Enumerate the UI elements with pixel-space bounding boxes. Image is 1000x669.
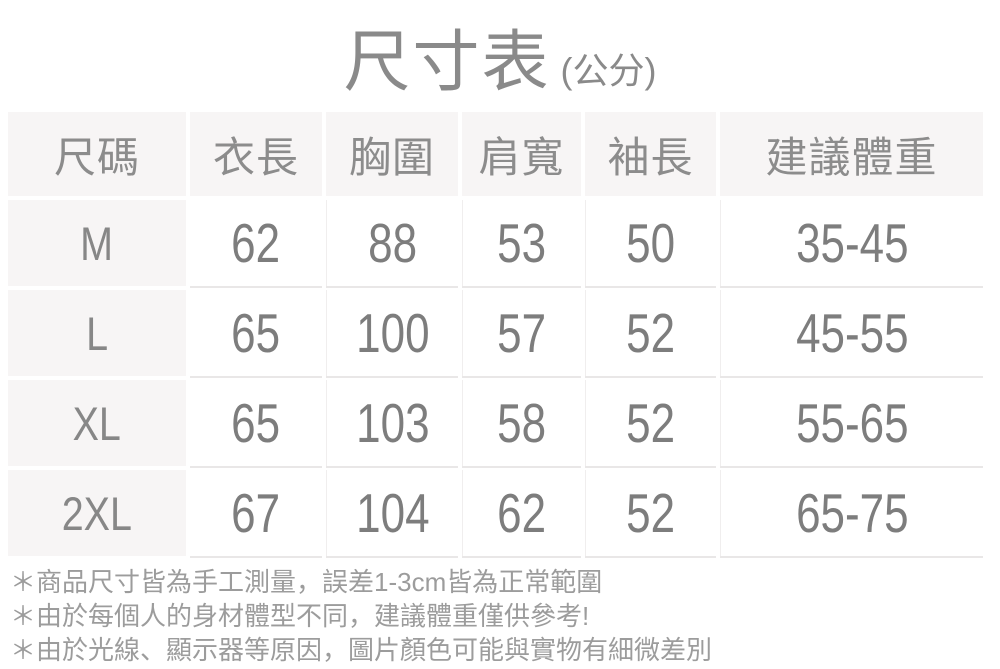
cell-text: 57 xyxy=(497,302,547,364)
page-title: 尺寸表 (公分) xyxy=(0,0,1000,105)
header-suggested-weight: 建議體重 xyxy=(720,112,983,196)
row-2xl-garment-length: 67 xyxy=(190,470,322,556)
row-m-garment-length: 62 xyxy=(190,200,322,286)
header-chest: 胸圍 xyxy=(326,112,458,196)
header-garment-length: 衣長 xyxy=(190,112,322,196)
row-xl-shoulder-width: 58 xyxy=(462,380,581,466)
row-xl-size-label: XL xyxy=(8,380,186,466)
row-xl-sleeve-length: 52 xyxy=(585,380,716,466)
row-l-chest: 100 xyxy=(326,290,458,376)
row-2xl-sleeve-length: 52 xyxy=(585,470,716,556)
row-2xl-size-label: 2XL xyxy=(8,470,186,556)
cell-text: 52 xyxy=(626,302,676,364)
cell-text: 62 xyxy=(231,212,281,274)
cell-text: L xyxy=(86,306,108,360)
size-chart-table: 尺碼 衣長 胸圍 肩寬 袖長 建議體重 M 62 88 53 50 35-45 … xyxy=(8,112,983,556)
header-text: 肩寬 xyxy=(478,133,565,181)
cell-text: 62 xyxy=(497,482,547,544)
row-m-size-label: M xyxy=(8,200,186,286)
row-m-sleeve-length: 50 xyxy=(585,200,716,286)
cell-text: 100 xyxy=(355,302,430,364)
header-sleeve-length: 袖長 xyxy=(585,112,716,196)
header-text: 衣長 xyxy=(212,133,299,181)
row-l-sleeve-length: 52 xyxy=(585,290,716,376)
header-text: 胸圍 xyxy=(348,133,435,181)
row-l-shoulder-width: 57 xyxy=(462,290,581,376)
row-m-shoulder-width: 53 xyxy=(462,200,581,286)
cell-text: 2XL xyxy=(61,486,133,540)
cell-text: 88 xyxy=(368,212,417,274)
row-2xl-suggested-weight: 65-75 xyxy=(720,470,983,556)
header-size: 尺碼 xyxy=(8,112,186,196)
row-xl-suggested-weight: 55-65 xyxy=(720,380,983,466)
cell-text: 67 xyxy=(231,482,281,544)
title-text: 尺寸表 xyxy=(343,25,551,100)
row-l-size-label: L xyxy=(8,290,186,376)
header-shoulder-width: 肩寬 xyxy=(462,112,581,196)
header-text: 袖長 xyxy=(607,133,694,181)
row-2xl-chest: 104 xyxy=(326,470,458,556)
cell-text: 103 xyxy=(355,392,430,454)
row-l-suggested-weight: 45-55 xyxy=(720,290,983,376)
cell-text: 65 xyxy=(231,302,281,364)
cell-text: 104 xyxy=(355,482,430,544)
row-xl-garment-length: 65 xyxy=(190,380,322,466)
note-color-difference: ＊由於光線、顯示器等原因，圖片顏色可能與實物有細微差別 xyxy=(10,635,713,665)
cell-text: 50 xyxy=(626,212,676,274)
row-m-chest: 88 xyxy=(326,200,458,286)
cell-text: 53 xyxy=(497,212,547,274)
cell-text: 52 xyxy=(626,392,676,454)
header-text: 尺碼 xyxy=(53,133,140,181)
row-l-garment-length: 65 xyxy=(190,290,322,376)
cell-text: 35-45 xyxy=(795,212,909,274)
cell-text: 52 xyxy=(626,482,676,544)
cell-text: M xyxy=(80,216,114,270)
row-xl-chest: 103 xyxy=(326,380,458,466)
cell-text: 65 xyxy=(231,392,281,454)
title-unit: (公分) xyxy=(560,50,657,91)
footnotes: ＊商品尺寸皆為手工測量，誤差1-3cm皆為正常範圍 ＊由於每個人的身材體型不同，… xyxy=(10,565,1000,667)
row-2xl-shoulder-width: 62 xyxy=(462,470,581,556)
cell-text: 65-75 xyxy=(795,482,909,544)
note-weight-reference: ＊由於每個人的身材體型不同，建議體重僅供參考! xyxy=(10,601,590,631)
cell-text: 55-65 xyxy=(795,392,909,454)
header-text: 建議體重 xyxy=(765,133,938,181)
cell-text: 58 xyxy=(497,392,547,454)
cell-text: XL xyxy=(72,396,122,450)
note-measurement-tolerance: ＊商品尺寸皆為手工測量，誤差1-3cm皆為正常範圍 xyxy=(10,567,603,597)
cell-text: 45-55 xyxy=(795,302,909,364)
row-m-suggested-weight: 35-45 xyxy=(720,200,983,286)
